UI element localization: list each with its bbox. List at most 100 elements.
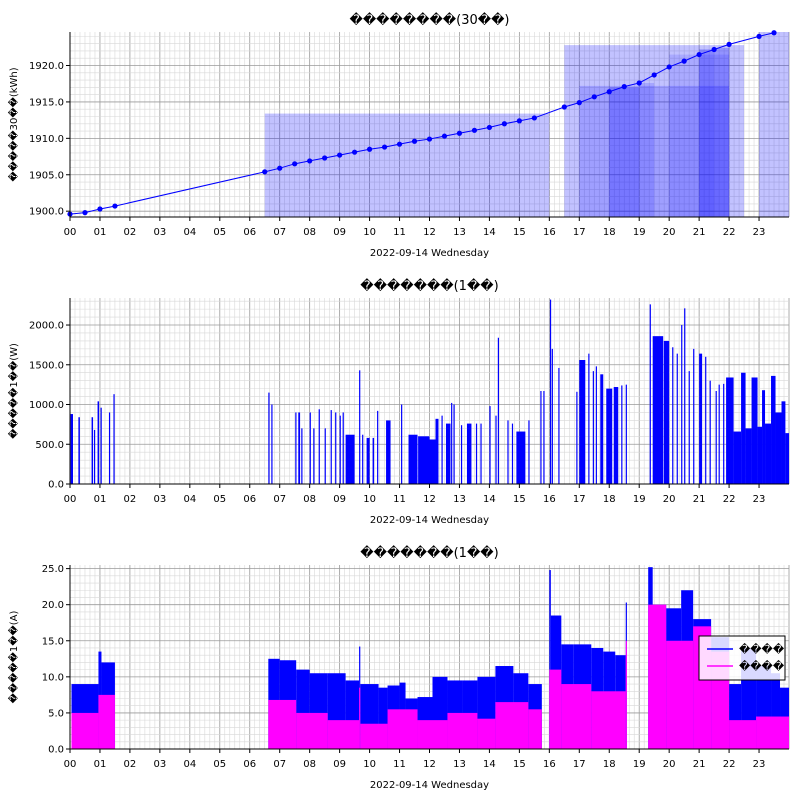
x-tick-label: 14 [483,759,496,770]
chart-panel-3: 00 01 02 03 04 05 06 07 08 09 10 11 12 13 14 15 16 17 18 19… [7,544,790,791]
x-tick-label: 14 [483,494,496,505]
bar [688,371,690,484]
x-tick-label: 08 [303,227,316,238]
bar [561,684,592,749]
bar [741,372,746,484]
data-marks [67,30,789,218]
x-tick-label: 12 [423,227,436,238]
data-marks [70,299,789,484]
data-point [411,138,418,144]
bar [268,699,297,749]
bar [108,412,111,484]
x-tick-label: 02 [124,494,137,505]
bar [360,723,388,749]
bar [549,669,562,749]
bar [613,387,619,484]
y-tick-label: 0.0 [48,480,64,491]
bar [709,380,711,484]
bar [751,377,758,484]
bar [511,423,514,484]
data-point [636,80,642,86]
x-tick-label: 00 [64,227,77,238]
bar [362,434,364,484]
bar [309,412,311,484]
bar [324,428,326,484]
axes: 00 01 02 03 04 05 06 07 08 09 10 11 12 13 14 15 16 17 18 19… [42,564,789,770]
legend-box [698,635,786,681]
data-marks [71,567,789,749]
bar [359,370,361,484]
fill-interval-3 [579,85,730,217]
fill-interval-9 [759,32,789,217]
x-tick-label: 07 [273,759,286,770]
data-point [471,127,478,133]
bar [97,401,100,484]
fill-interval-4 [609,87,640,217]
y-axis-label: �����30��(kWh) [7,67,20,181]
y-tick-label: 5.0 [48,708,64,719]
data-point [531,115,537,121]
bar [625,640,627,749]
x-axis-label: 2022-09-14 Wednesday [370,515,489,526]
fill-interval-8 [714,48,730,217]
bar [699,353,703,484]
bar [715,391,717,484]
data-point [711,46,717,53]
bar [91,417,94,484]
bar [495,415,497,484]
bar [648,604,667,749]
data-point [501,121,507,127]
chart-panel-2: 00 01 02 03 04 05 06 07 08 09 10 11 12 13 14 15 16 17 18 19… [7,277,790,526]
x-axis-label: 2022-09-14 Wednesday [370,248,489,259]
fill-interval-6 [669,54,730,218]
bar [387,709,418,749]
x-tick-label: 11 [393,494,406,505]
x-tick-label: 03 [154,759,167,770]
data-point [726,41,732,47]
data-point [322,155,328,161]
bar [549,570,551,749]
x-tick-label: 06 [243,494,256,505]
bar [588,353,590,484]
bar [726,377,734,484]
fill-interval-7 [699,49,715,217]
bar [70,414,73,484]
bar [765,423,772,484]
x-tick-label: 23 [753,227,766,238]
x-tick-label: 07 [273,227,286,238]
bar [666,640,694,749]
fill-interval-5 [639,82,655,217]
x-tick-label: 19 [633,759,646,770]
x-tick-label: 17 [573,494,586,505]
data-point [681,58,687,64]
bar [516,431,526,484]
bar [745,428,752,484]
x-tick-label: 15 [513,494,526,505]
x-tick-label: 15 [513,759,526,770]
x-tick-label: 03 [154,227,167,238]
y-tick-label: 20.0 [42,600,64,611]
x-tick-label: 02 [124,227,137,238]
bar [429,439,436,484]
chart-title: ��������(30��) [350,11,510,28]
bar [693,348,695,484]
legend-label: ���� [739,660,785,673]
bar [475,423,478,484]
bar [445,423,451,484]
y-tick-label: 1000.0 [29,400,64,411]
data-point [756,33,762,39]
bar [649,304,651,484]
x-tick-label: 10 [363,227,376,238]
x-tick-label: 22 [723,494,736,505]
bar [729,720,757,749]
data-point [441,133,448,139]
bar [595,366,597,484]
x-tick-label: 08 [303,494,316,505]
bar [762,390,766,484]
bar [775,412,782,484]
bar [451,402,453,484]
x-tick-label: 04 [183,227,196,238]
data-point [561,104,567,110]
x-tick-label: 18 [603,759,616,770]
